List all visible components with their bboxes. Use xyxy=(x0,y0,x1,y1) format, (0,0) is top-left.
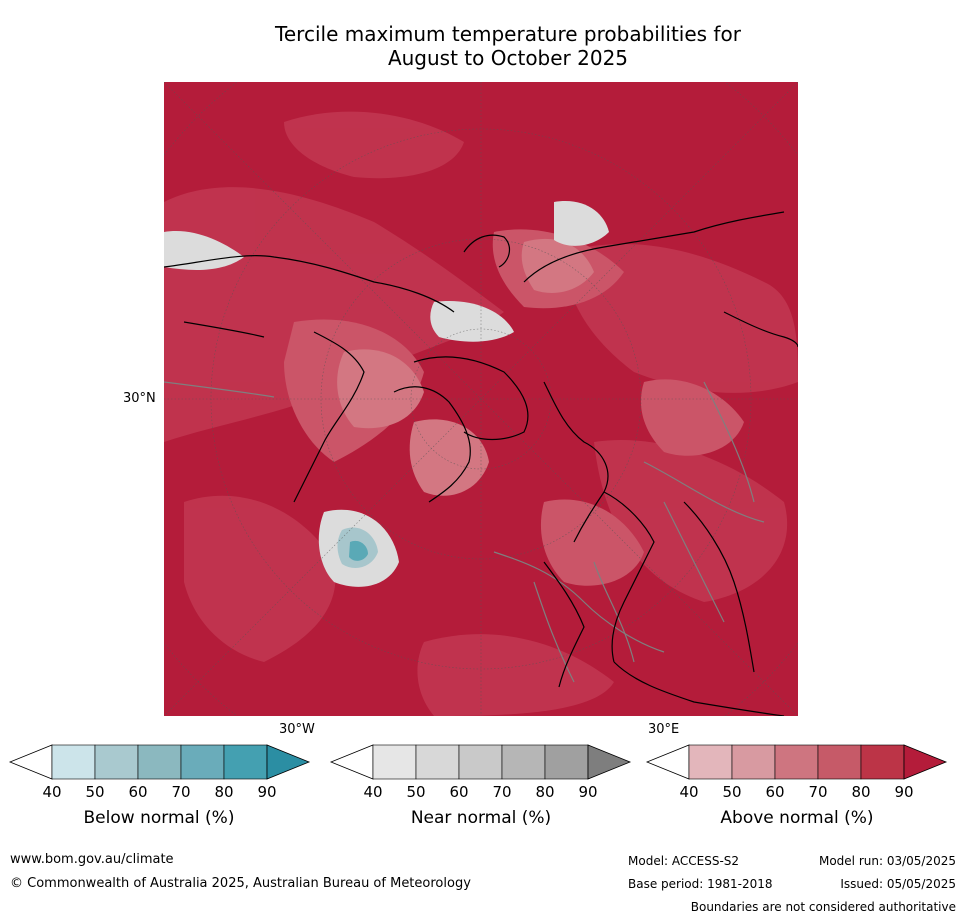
legend-near-normal xyxy=(329,744,632,780)
colorbar-below-tick-label: 40 xyxy=(42,783,62,801)
title-line-2: August to October 2025 xyxy=(387,46,629,70)
legend-title-above: Above normal (%) xyxy=(720,808,874,828)
colorbar-near-segment xyxy=(501,744,546,780)
disclaimer-text: Boundaries are not considered authoritat… xyxy=(690,900,956,914)
website-link[interactable]: www.bom.gov.au/climate xyxy=(10,852,174,867)
colorbar-near-tick-label: 60 xyxy=(449,783,469,801)
map-title: Tercile maximum temperature probabilitie… xyxy=(160,22,856,70)
colorbar-above-tick-label: 80 xyxy=(851,783,871,801)
map-canvas xyxy=(164,82,798,716)
colorbar-below-segment xyxy=(180,744,225,780)
graticule xyxy=(164,82,798,716)
colorbar-near-tick-label: 80 xyxy=(535,783,555,801)
legend-below-normal xyxy=(8,744,311,780)
colorbar-below-tick-label: 50 xyxy=(85,783,105,801)
below-normal-regions xyxy=(337,527,378,568)
colorbar-below-segment xyxy=(51,744,96,780)
colorbar-above-tick-label: 40 xyxy=(679,783,699,801)
colorbar-below-max-arrow xyxy=(266,744,311,780)
colorbar-above-max-arrow xyxy=(903,744,948,780)
borders xyxy=(164,381,765,683)
colorbar-above xyxy=(645,744,948,780)
colorbar-below-tick-label: 90 xyxy=(257,783,277,801)
colorbar-below xyxy=(8,744,311,780)
colorbar-near-segment xyxy=(415,744,460,780)
colorbar-above-tick-label: 70 xyxy=(808,783,828,801)
colorbar-below-tick-label: 80 xyxy=(214,783,234,801)
lon-label-30w: 30°W xyxy=(279,722,315,737)
coastlines xyxy=(164,211,798,716)
probability-80-regions xyxy=(164,111,798,716)
legend-above-normal xyxy=(645,744,948,780)
colorbar-above-min-arrow xyxy=(645,744,690,780)
colorbar-above-segment xyxy=(860,744,905,780)
base-period-text: Base period: 1981-2018 xyxy=(628,877,773,891)
colorbar-below-tick-label: 60 xyxy=(128,783,148,801)
colorbar-near xyxy=(329,744,632,780)
colorbar-near-tick-label: 90 xyxy=(578,783,598,801)
model-run-text: Model run: 03/05/2025 xyxy=(818,854,956,868)
lat-label-30n: 30°N xyxy=(123,391,156,406)
colorbar-above-segment xyxy=(817,744,862,780)
colorbar-above-segment xyxy=(688,744,733,780)
copyright-text: © Commonwealth of Australia 2025, Austra… xyxy=(10,876,471,891)
colorbar-above-tick-label: 90 xyxy=(894,783,914,801)
colorbar-near-tick-label: 40 xyxy=(363,783,383,801)
colorbar-near-tick-label: 70 xyxy=(492,783,512,801)
colorbar-near-segment xyxy=(458,744,503,780)
colorbar-near-segment xyxy=(372,744,417,780)
colorbar-below-segment xyxy=(137,744,182,780)
title-line-1: Tercile maximum temperature probabilitie… xyxy=(275,22,741,46)
colorbar-near-segment xyxy=(544,744,589,780)
colorbar-below-min-arrow xyxy=(8,744,53,780)
colorbar-near-max-arrow xyxy=(587,744,632,780)
colorbar-below-tick-label: 70 xyxy=(171,783,191,801)
colorbar-above-segment xyxy=(731,744,776,780)
lon-label-30e: 30°E xyxy=(648,722,680,737)
legend-title-near: Near normal (%) xyxy=(410,808,552,828)
colorbar-near-tick-label: 50 xyxy=(406,783,426,801)
colorbar-near-min-arrow xyxy=(329,744,374,780)
colorbar-below-segment xyxy=(223,744,268,780)
colorbar-above-tick-label: 50 xyxy=(722,783,742,801)
model-text: Model: ACCESS-S2 xyxy=(628,854,740,868)
probability-map xyxy=(164,82,798,716)
colorbar-below-segment xyxy=(94,744,139,780)
colorbar-above-segment xyxy=(774,744,819,780)
issued-text: Issued: 05/05/2025 xyxy=(840,877,956,891)
legend-title-below: Below normal (%) xyxy=(83,808,235,828)
colorbar-above-tick-label: 60 xyxy=(765,783,785,801)
